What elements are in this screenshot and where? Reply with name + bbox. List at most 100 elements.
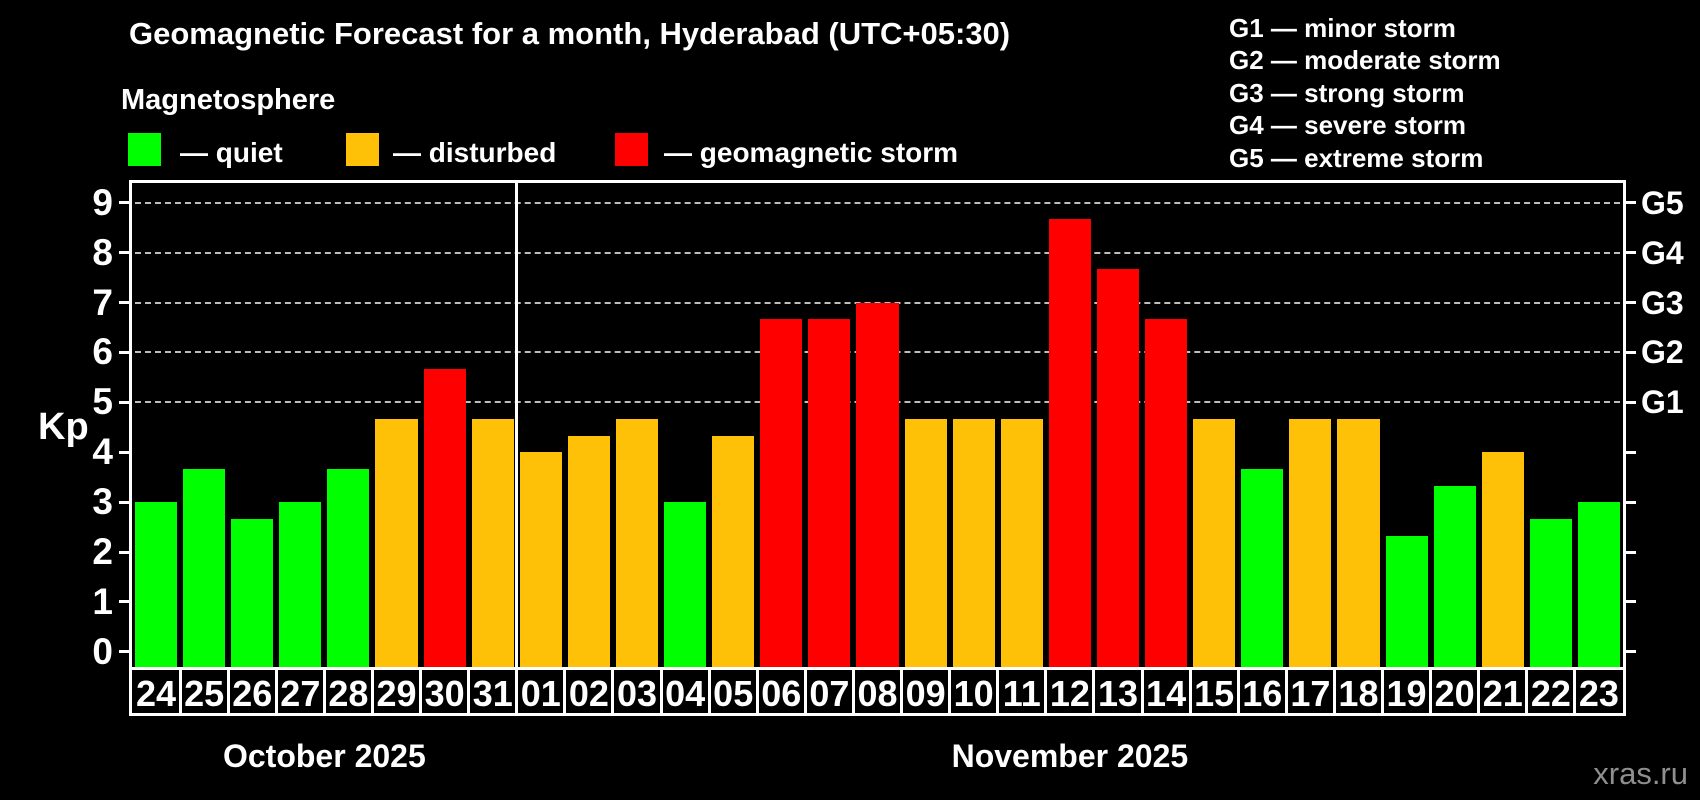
kp-bar-november-08 [856, 302, 899, 667]
date-cell-label-25: 25 [184, 673, 225, 714]
y-tick-left-9 [119, 201, 132, 205]
date-cell-label-19: 19 [1386, 673, 1427, 714]
month-separator-line [515, 183, 519, 667]
gridline-kp-9 [135, 201, 1620, 204]
kp-bar-october-26 [231, 518, 274, 667]
kp-bar-november-05 [712, 435, 755, 667]
date-cell-label-07: 07 [809, 673, 850, 714]
date-cell-separator [226, 670, 230, 713]
date-cell-separator [755, 670, 759, 713]
y-tick-left-1 [119, 600, 132, 604]
g-level-label-g4: G4 [1641, 234, 1684, 271]
kp-bar-november-06 [760, 318, 803, 667]
disturbed-swatch-icon [346, 133, 379, 166]
watermark-xras: xras.ru [1593, 756, 1688, 791]
g-level-label-g5: G5 [1641, 184, 1684, 221]
date-cell-label-13: 13 [1097, 673, 1138, 714]
month-label-november-2025: November 2025 [951, 738, 1189, 774]
y-tick-right-4 [1623, 450, 1636, 454]
gridline-kp-8 [135, 251, 1620, 254]
y-tick-label-0: 0 [92, 630, 113, 672]
date-cell-separator [419, 670, 423, 713]
y-tick-left-8 [119, 251, 132, 255]
kp-bar-november-10 [952, 418, 995, 667]
y-tick-left-6 [119, 350, 132, 354]
date-cell-separator [1236, 670, 1240, 713]
y-tick-right-6 [1623, 350, 1636, 354]
date-cell-label-26: 26 [232, 673, 273, 714]
date-cell-label-03: 03 [616, 673, 658, 714]
kp-bar-november-17 [1289, 418, 1332, 667]
date-cell-separator [1284, 670, 1288, 713]
date-cell-separator [467, 670, 471, 713]
date-cell-label-18: 18 [1338, 673, 1379, 714]
date-cell-label-21: 21 [1482, 673, 1523, 714]
kp-bar-november-02 [567, 435, 610, 667]
date-cell-separator [707, 670, 711, 713]
y-tick-label-7: 7 [92, 281, 113, 323]
g-level-label-g1: G1 [1641, 384, 1684, 421]
g-level-label-g2: G2 [1641, 334, 1684, 371]
date-cell-label-08: 08 [857, 673, 898, 714]
y-tick-label-6: 6 [92, 331, 113, 373]
date-cell-label-10: 10 [953, 673, 994, 714]
date-cell-separator [1044, 670, 1048, 713]
kp-bar-november-20 [1433, 485, 1476, 667]
date-cell-separator [948, 670, 952, 713]
kp-bar-november-22 [1529, 518, 1572, 667]
date-cell-separator [1332, 670, 1336, 713]
kp-bar-november-21 [1481, 452, 1524, 667]
date-cell-separator [1525, 670, 1529, 713]
date-cell-separator [1573, 670, 1577, 713]
date-cell-label-05: 05 [713, 673, 754, 714]
y-tick-left-2 [119, 550, 132, 554]
y-tick-left-4 [119, 450, 132, 454]
kp-bar-november-18 [1337, 418, 1380, 667]
date-cell-label-16: 16 [1242, 673, 1283, 714]
date-cell-separator [178, 670, 182, 713]
y-tick-right-9 [1623, 201, 1636, 205]
y-tick-right-7 [1623, 301, 1636, 304]
y-tick-right-0 [1623, 650, 1636, 654]
date-cell-label-06: 06 [761, 673, 802, 714]
g-legend-g2: G2 — moderate storm [1229, 45, 1501, 75]
date-axis-row [129, 667, 1626, 716]
kp-bar-november-09 [904, 418, 947, 667]
kp-bar-october-28 [327, 468, 370, 667]
y-tick-label-2: 2 [92, 531, 113, 572]
kp-bar-october-25 [183, 468, 226, 667]
kp-bar-november-15 [1193, 418, 1236, 667]
kp-bar-november-14 [1145, 318, 1188, 667]
legend-label-quiet: — quiet [180, 137, 283, 168]
date-cell-label-31: 31 [472, 673, 513, 714]
page-title: Geomagnetic Forecast for a month, Hydera… [129, 16, 1011, 51]
kp-bar-october-29 [375, 418, 418, 667]
y-tick-label-5: 5 [92, 381, 113, 423]
date-cell-separator [1092, 670, 1096, 713]
legend-label-disturbed: — disturbed [393, 137, 557, 168]
kp-axis-label: Kp [38, 406, 89, 448]
y-tick-label-9: 9 [92, 181, 113, 223]
date-cell-separator [996, 670, 1000, 713]
y-tick-right-3 [1623, 500, 1636, 504]
kp-bar-november-01 [519, 452, 562, 667]
date-cell-label-24: 24 [136, 673, 177, 714]
y-tick-right-2 [1623, 550, 1636, 554]
date-cell-separator [563, 670, 567, 713]
date-cell-separator [803, 670, 807, 713]
date-cell-label-23: 23 [1578, 673, 1619, 714]
kp-bar-november-04 [664, 502, 707, 667]
plot-area [129, 180, 1626, 667]
date-cell-label-20: 20 [1434, 673, 1475, 714]
y-tick-left-3 [119, 500, 132, 504]
date-cell-label-01: 01 [520, 673, 561, 714]
kp-bar-november-12 [1048, 219, 1091, 667]
quiet-swatch-icon [128, 133, 161, 166]
date-cell-separator [515, 670, 519, 713]
g-legend-g4: G4 — severe storm [1229, 110, 1467, 140]
date-cell-separator [851, 670, 855, 713]
kp-bar-october-24 [135, 502, 178, 667]
month-label-october-2025: October 2025 [222, 738, 426, 774]
